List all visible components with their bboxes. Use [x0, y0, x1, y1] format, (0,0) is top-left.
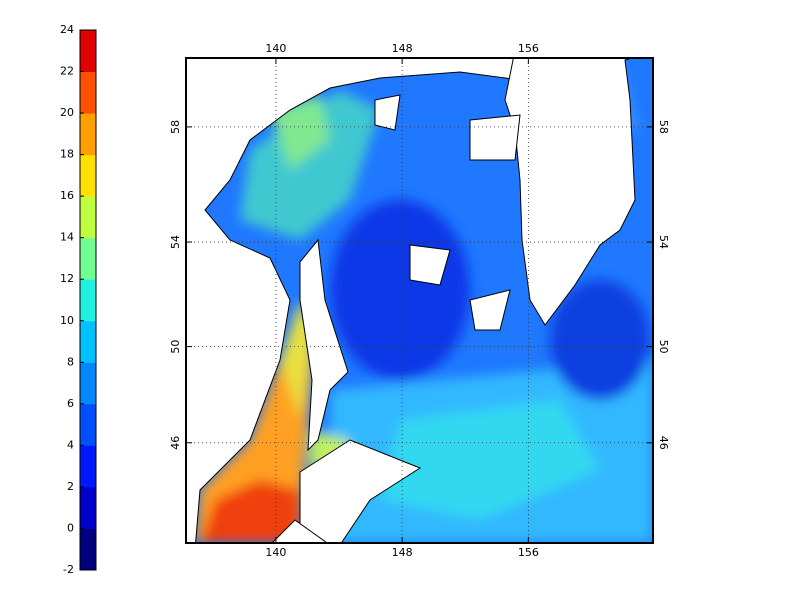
colorbar-segment — [80, 445, 96, 488]
colorbar-segment — [80, 196, 96, 239]
y-tick-label: 46 — [657, 436, 670, 450]
colorbar-tick-label: -2 — [63, 563, 74, 576]
colorbar-segment — [80, 279, 96, 322]
y-tick-label: 50 — [657, 340, 670, 354]
colorbar-tick-label: 24 — [60, 23, 74, 36]
colorbar-tick-label: 18 — [60, 148, 74, 161]
colorbar-segment — [80, 113, 96, 156]
y-tick-label: 50 — [169, 340, 182, 354]
colorbar-tick-label: 6 — [67, 397, 74, 410]
map-frame — [185, 57, 654, 544]
colorbar-segment — [80, 320, 96, 363]
colorbar-tick-label: 14 — [60, 231, 74, 244]
colorbar-tick-label: 2 — [67, 480, 74, 493]
x-tick-label: 148 — [392, 42, 413, 55]
colorbar-frame — [79, 29, 97, 571]
x-tick-label: 148 — [392, 546, 413, 559]
x-tick-label: 156 — [518, 546, 539, 559]
y-tick-label: 58 — [657, 120, 670, 134]
colorbar-tick-label: 0 — [67, 521, 74, 534]
colorbar-segment — [80, 71, 96, 114]
colorbar-tick-label: 20 — [60, 106, 74, 119]
colorbar-segment — [80, 154, 96, 197]
colorbar-segment — [80, 486, 96, 529]
colorbar-tick-label: 22 — [60, 65, 74, 78]
land — [186, 58, 636, 543]
colorbar-segment — [80, 237, 96, 280]
x-tick-label: 140 — [265, 42, 286, 55]
colorbar-tick-label: 10 — [60, 314, 74, 327]
y-tick-label: 58 — [169, 120, 182, 134]
colorbar-segment — [80, 403, 96, 446]
y-tick-label: 54 — [169, 235, 182, 249]
map-field — [186, 58, 653, 543]
axes: 140 140 148 148 156 156 46 46 50 50 54 54 58 58 — [169, 42, 670, 559]
colorbar-segment — [80, 362, 96, 405]
y-tick-label: 54 — [657, 235, 670, 249]
y-tick-label: 46 — [169, 436, 182, 450]
colorbar-segment — [80, 30, 96, 73]
x-tick-label: 140 — [265, 546, 286, 559]
x-tick-label: 156 — [518, 42, 539, 55]
colorbar-tick-label: 12 — [60, 272, 74, 285]
colorbar-tick-label: 4 — [67, 438, 74, 451]
colorbar-tick-label: 8 — [67, 355, 74, 368]
colorbar-tick-label: 16 — [60, 189, 74, 202]
colorbar-segment — [80, 528, 96, 571]
